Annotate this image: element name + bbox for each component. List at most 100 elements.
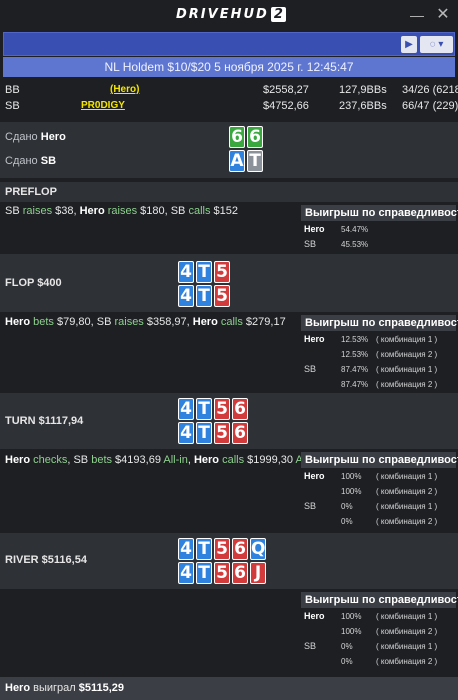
- minimize-icon[interactable]: —: [410, 7, 424, 23]
- action-text: $279,17: [242, 316, 286, 328]
- winner-line: Hero выиграл $5115,29: [0, 677, 458, 700]
- player-stats: 66/47 (229): [402, 100, 458, 112]
- players-table: BB (Hero) $2558,27 127,9BBs 34/26 (62182…: [0, 80, 458, 120]
- play-button[interactable]: ▶: [401, 36, 417, 53]
- player-position: SB: [5, 100, 20, 112]
- drivehud-logo: DRIVEHUD 2: [176, 7, 286, 22]
- equity-row: 0% ( комбинация 2 ): [301, 514, 456, 529]
- dealt-label: Сдано SB: [5, 155, 56, 167]
- equity-row: SB 45.53%: [301, 237, 456, 252]
- street-label: FLOP $400: [5, 277, 62, 289]
- street-header-preflop: PREFLOP: [0, 182, 458, 202]
- playing-card: T: [196, 422, 212, 444]
- equity-percent: 54.47%: [341, 225, 369, 234]
- toolbar: ▶ ◌ ▾: [3, 32, 455, 56]
- equity-player: SB: [304, 501, 317, 511]
- action-text: $4193,69: [112, 454, 164, 466]
- equity-title: Выигрыш по справедливости: [301, 452, 458, 468]
- dealt-player: SB: [40, 155, 57, 167]
- equity-combination: ( комбинация 2 ): [376, 380, 438, 389]
- playing-card: 4: [178, 538, 194, 560]
- player-stack: $2558,27: [263, 84, 309, 96]
- action-verb: raises: [22, 205, 53, 217]
- equity-percent: 87.47%: [341, 380, 369, 389]
- equity-panel-river: Выигрыш по справедливости Hero 100% ( комби…: [301, 592, 458, 672]
- title-bar: DRIVEHUD 2 — ✕: [0, 0, 458, 32]
- action-player: Hero: [5, 454, 31, 466]
- equity-player: Hero: [304, 471, 325, 481]
- action-text: $1999,30: [244, 454, 296, 466]
- equity-combination: ( комбинация 1 ): [376, 365, 438, 374]
- equity-percent: 0%: [341, 517, 353, 526]
- equity-percent: 100%: [341, 612, 362, 621]
- playing-card: 6: [232, 562, 248, 584]
- equity-title: Выигрыш по справедливости: [301, 592, 458, 608]
- close-icon[interactable]: ✕: [436, 6, 450, 23]
- playing-card: 6: [232, 538, 248, 560]
- playing-card: 4: [178, 398, 194, 420]
- equity-title: Выигрыш по справедливости: [301, 315, 458, 331]
- equity-player: SB: [304, 364, 317, 374]
- equity-combination: ( комбинация 1 ): [376, 472, 438, 481]
- player-stats: 34/26 (62182): [402, 84, 458, 96]
- playing-card: 6: [232, 398, 248, 420]
- equity-percent: 87.47%: [341, 365, 369, 374]
- winner-amount: $5115,29: [78, 682, 125, 694]
- action-player: Hero: [193, 454, 220, 466]
- playing-card: J: [250, 562, 266, 584]
- equity-percent: 12.53%: [341, 335, 369, 344]
- equity-combination: ( комбинация 1 ): [376, 335, 438, 344]
- equity-combination: ( комбинация 2 ): [376, 657, 438, 666]
- street-label: PREFLOP: [5, 186, 57, 198]
- playing-card: 4: [178, 285, 194, 307]
- hand-title: NL Holdem $10/$20 5 ноября 2025 г. 12:45…: [3, 57, 455, 77]
- equity-player: SB: [304, 641, 317, 651]
- equity-row: Hero 100% ( комбинация 1 ): [301, 609, 456, 624]
- equity-panel-flop: Выигрыш по справедливости Hero 12.53% ( ком…: [301, 315, 458, 392]
- playing-card: 6: [232, 422, 248, 444]
- action-verb: raises: [104, 205, 138, 217]
- equity-percent: 0%: [341, 657, 353, 666]
- playing-card: 5: [214, 538, 230, 560]
- playing-card: 5: [214, 261, 230, 283]
- playing-card: 6: [229, 126, 245, 148]
- action-text: $38,: [52, 205, 80, 217]
- street-label: RIVER $5116,54: [5, 554, 87, 566]
- action-line: Hero bets $79,80, SB raises $358,97, Her…: [5, 316, 286, 328]
- player-stack: $4752,66: [263, 100, 309, 112]
- playing-card: 5: [214, 285, 230, 307]
- equity-row: SB 0% ( комбинация 1 ): [301, 639, 456, 654]
- action-verb: calls: [188, 205, 211, 217]
- playing-card: T: [247, 150, 263, 172]
- equity-player: SB: [304, 239, 317, 249]
- equity-combination: ( комбинация 1 ): [376, 612, 438, 621]
- player-name-link[interactable]: (Hero): [110, 84, 140, 95]
- action-text: $358,97,: [143, 316, 193, 328]
- player-position: BB: [5, 84, 20, 96]
- player-row: SB PR0DIGY $4752,66 237,6BBs 66/47 (229): [0, 98, 458, 114]
- equity-percent: 100%: [341, 487, 362, 496]
- action-verb: bets: [91, 454, 112, 466]
- street-label: TURN $1117,94: [5, 415, 84, 427]
- equity-row: Hero 100% ( комбинация 1 ): [301, 469, 456, 484]
- winner-name: Hero: [5, 682, 31, 694]
- action-verb: raises: [114, 316, 144, 328]
- action-verb: calls: [217, 316, 243, 328]
- equity-combination: ( комбинация 2 ): [376, 517, 438, 526]
- logo-text: DRIVEHUD: [176, 7, 269, 22]
- action-player: Hero: [79, 205, 105, 217]
- equity-row: Hero 54.47%: [301, 222, 456, 237]
- equity-row: 0% ( комбинация 2 ): [301, 654, 456, 669]
- equity-combination: ( комбинация 1 ): [376, 502, 438, 511]
- chat-dropdown-button[interactable]: ◌ ▾: [420, 36, 453, 53]
- player-name-link[interactable]: PR0DIGY: [81, 100, 125, 111]
- equity-player: Hero: [304, 334, 325, 344]
- equity-row: 87.47% ( комбинация 2 ): [301, 377, 456, 392]
- equity-percent: 0%: [341, 642, 353, 651]
- action-verb: All-in: [163, 454, 188, 466]
- equity-row: Hero 12.53% ( комбинация 1 ): [301, 332, 456, 347]
- playing-card: 4: [178, 422, 194, 444]
